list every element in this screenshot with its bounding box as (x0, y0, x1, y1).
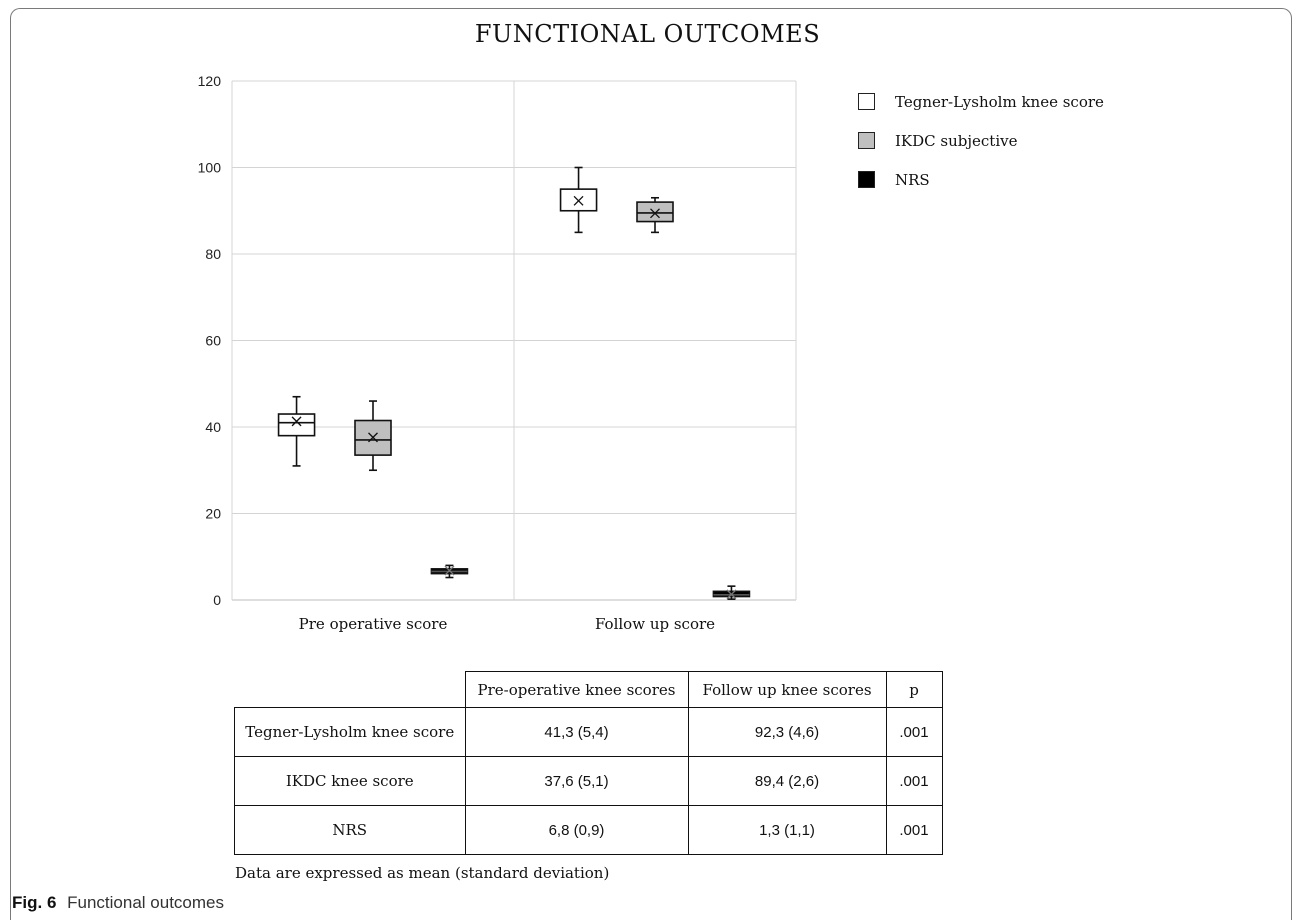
table-header: Pre-operative knee scores (464, 671, 689, 708)
table-cell: .001 (885, 756, 943, 806)
mean-marker (650, 208, 660, 219)
legend-item-tegner: Tegner-Lysholm knee score (858, 82, 1104, 121)
figure-label: Fig. 6 (12, 893, 57, 912)
x-tick-label: Pre operative score (299, 615, 448, 633)
table-row-label: NRS (234, 805, 466, 855)
legend-item-ikdc: IKDC subjective (858, 121, 1104, 160)
y-tick-label: 80 (205, 246, 221, 262)
table-row-label: IKDC knee score (234, 756, 466, 806)
legend-label: Tegner-Lysholm knee score (895, 92, 1104, 111)
table-row: Tegner-Lysholm knee score 41,3 (5,4) 92,… (234, 707, 943, 757)
mean-marker (726, 589, 737, 600)
box-iqr (277, 413, 316, 437)
legend-swatch-ikdc (858, 132, 875, 149)
legend-swatch-tegner (858, 93, 875, 110)
mean-marker (573, 195, 584, 206)
table-row-label: Tegner-Lysholm knee score (234, 707, 466, 757)
table-cell: 1,3 (1,1) (687, 805, 887, 855)
figure-frame (10, 8, 1292, 920)
box-iqr (636, 201, 674, 223)
box-iqr (354, 419, 392, 456)
y-tick-label: 0 (213, 592, 221, 608)
y-tick-label: 120 (198, 73, 222, 89)
outcomes-table: Pre-operative knee scores Follow up knee… (234, 671, 943, 855)
table-row: NRS 6,8 (0,9) 1,3 (1,1) .001 (234, 805, 943, 855)
table-cell: 89,4 (2,6) (687, 756, 887, 806)
chart-title: FUNCTIONAL OUTCOMES (474, 20, 821, 48)
legend-item-nrs: NRS (858, 160, 1104, 199)
x-tick-label: Follow up score (595, 615, 715, 633)
table-cell: 41,3 (5,4) (464, 707, 689, 757)
table-note: Data are expressed as mean (standard dev… (235, 864, 610, 882)
table-header-blank (234, 671, 466, 708)
table-cell: 37,6 (5,1) (464, 756, 689, 806)
legend-label: NRS (895, 170, 930, 189)
mean-marker (444, 565, 455, 576)
table-header: Follow up knee scores (687, 671, 887, 708)
table-header: p (885, 671, 943, 708)
y-tick-label: 20 (205, 506, 221, 522)
mean-marker (368, 432, 378, 443)
legend-swatch-nrs (858, 171, 875, 188)
y-tick-label: 60 (205, 333, 221, 349)
y-tick-label: 100 (198, 160, 222, 176)
figure-caption: Fig. 6 Functional outcomes (12, 893, 224, 913)
table-row: IKDC knee score 37,6 (5,1) 89,4 (2,6) .0… (234, 756, 943, 806)
mean-marker (291, 416, 302, 427)
table-cell: .001 (885, 707, 943, 757)
table-header-row: Pre-operative knee scores Follow up knee… (234, 671, 943, 708)
legend-label: IKDC subjective (895, 131, 1018, 150)
y-tick-label: 40 (205, 419, 221, 435)
figure-caption-text: Functional outcomes (67, 893, 225, 912)
table-cell: 6,8 (0,9) (464, 805, 689, 855)
table-cell: 92,3 (4,6) (687, 707, 887, 757)
table-cell: .001 (885, 805, 943, 855)
chart-legend: Tegner-Lysholm knee score IKDC subjectiv… (858, 82, 1104, 199)
